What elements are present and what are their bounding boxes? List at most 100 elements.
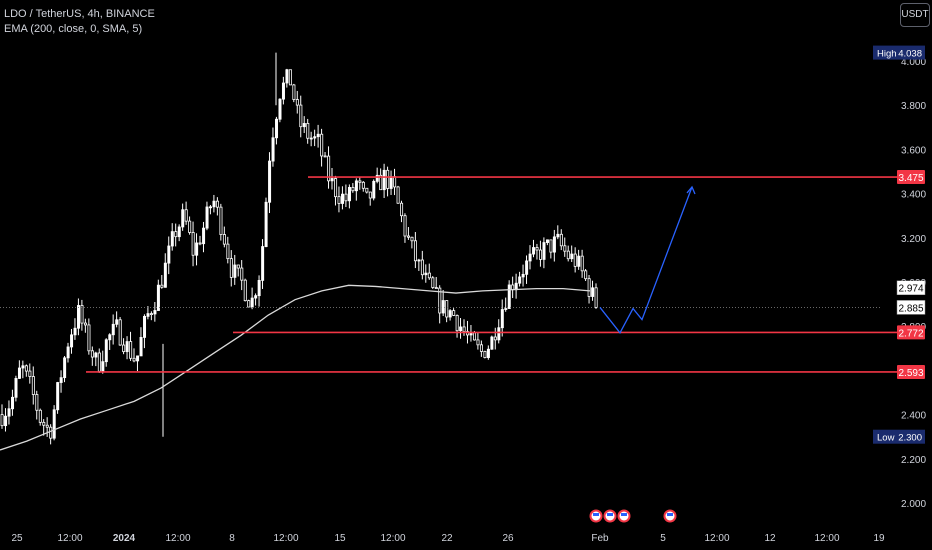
candle-body [202, 227, 206, 245]
x-tick-label: 25 [11, 533, 23, 544]
low-value: 2.300 [898, 433, 922, 444]
candle-body [393, 176, 397, 188]
candle-body [424, 272, 428, 276]
ema-line [0, 284, 591, 451]
candle-body [73, 327, 77, 336]
candle-body [268, 160, 272, 203]
candle-body [77, 305, 81, 329]
candle-body [334, 178, 338, 198]
candle-body [441, 300, 445, 314]
candle-body [160, 284, 164, 288]
projection-arrow-head [686, 185, 696, 195]
candle-body [250, 297, 254, 308]
candle-body [500, 309, 504, 329]
candles [0, 52, 598, 445]
low-badge [873, 429, 925, 444]
candle-body [188, 220, 192, 233]
candle-body [382, 169, 386, 191]
projection-path [599, 186, 693, 335]
candle-body [24, 365, 28, 372]
candle-body [261, 246, 265, 281]
x-tick-label: 22 [441, 533, 453, 544]
candle-body [229, 258, 233, 278]
event-flag-icon[interactable] [617, 509, 631, 523]
candle-body [316, 133, 320, 138]
candle-body [254, 295, 258, 299]
event-flag-icon[interactable] [663, 509, 677, 523]
y-tick-label: 2.400 [901, 411, 926, 422]
x-tick-label: 26 [502, 533, 514, 544]
candle-body [143, 315, 147, 338]
candle-body [372, 180, 376, 199]
time-axis[interactable]: 25 12:00 2024 12:00 8 12:00 15 12:00 22 26 Feb 5 12:… [11, 533, 885, 544]
candle-body [420, 259, 424, 276]
candle-body [386, 169, 390, 189]
currency-button[interactable]: USDT [900, 3, 930, 27]
flag-band [667, 513, 673, 516]
candle-body [31, 376, 35, 395]
candle-body [347, 187, 351, 202]
price-badge [896, 300, 926, 315]
candle-body [111, 323, 115, 336]
candle-body [361, 181, 365, 189]
chart-legend: LDO / TetherUS, 4h, BINANCE EMA (200, cl… [4, 7, 155, 37]
y-tick-label: 4.000 [901, 57, 926, 68]
candle-body [108, 334, 112, 341]
candle-body [323, 155, 327, 158]
candle-body [549, 239, 553, 253]
x-tick-label: 19 [873, 533, 885, 544]
candle-body [448, 310, 452, 318]
candle-body [445, 300, 449, 318]
candle-body [573, 253, 577, 267]
x-tick-label: 12:00 [704, 533, 729, 544]
candle-body [476, 339, 480, 346]
candle-body [28, 370, 32, 377]
indicator-title[interactable]: EMA (200, close, 0, SMA, 5) [4, 23, 143, 35]
candle-body [236, 264, 240, 269]
candle-body [63, 357, 67, 379]
candle-body [222, 234, 226, 245]
candle-body [584, 270, 588, 280]
candle-body [17, 367, 21, 379]
level-price-label: 3.475 [898, 173, 923, 184]
flag-band [607, 513, 613, 516]
candle-body [403, 215, 407, 237]
candle-body [101, 361, 105, 372]
price-badge [896, 280, 926, 295]
price-badge-label: 2.974 [898, 284, 923, 295]
level-price-label: 2.593 [898, 368, 923, 379]
candle-body [320, 133, 324, 157]
candle-body [559, 233, 563, 247]
candle-body [341, 193, 345, 204]
low-caption: Low [877, 433, 895, 444]
event-flag-icon[interactable] [589, 509, 603, 523]
x-tick-label: 8 [229, 533, 235, 544]
event-flag-icon[interactable] [603, 509, 617, 523]
x-tick-label: 12:00 [273, 533, 298, 544]
y-tick-label: 3.800 [901, 101, 926, 112]
candle-body [292, 84, 296, 100]
candle-body [97, 352, 101, 372]
price-axis[interactable]: 4.0003.8003.6003.4003.2003.0002.8002.400… [873, 45, 926, 510]
candle-body [389, 176, 393, 189]
candle-body [365, 187, 369, 193]
candle-body [545, 239, 549, 243]
event-markers[interactable] [589, 509, 677, 523]
candle-body [191, 232, 195, 256]
candle-body [149, 313, 153, 315]
candle-body [271, 137, 275, 162]
candle-body [156, 284, 160, 311]
candle-body [163, 262, 167, 288]
candle-body [375, 174, 379, 182]
symbol-title[interactable]: LDO / TetherUS, 4h, BINANCE [4, 8, 155, 20]
candle-body [455, 315, 459, 332]
candle-body [413, 240, 417, 262]
candle-body [486, 348, 490, 358]
candle-body [59, 377, 63, 383]
candle-body [90, 350, 94, 358]
candle-body [351, 187, 355, 192]
candle-body [313, 136, 317, 139]
candle-body [306, 123, 310, 139]
candle-body [580, 255, 584, 272]
